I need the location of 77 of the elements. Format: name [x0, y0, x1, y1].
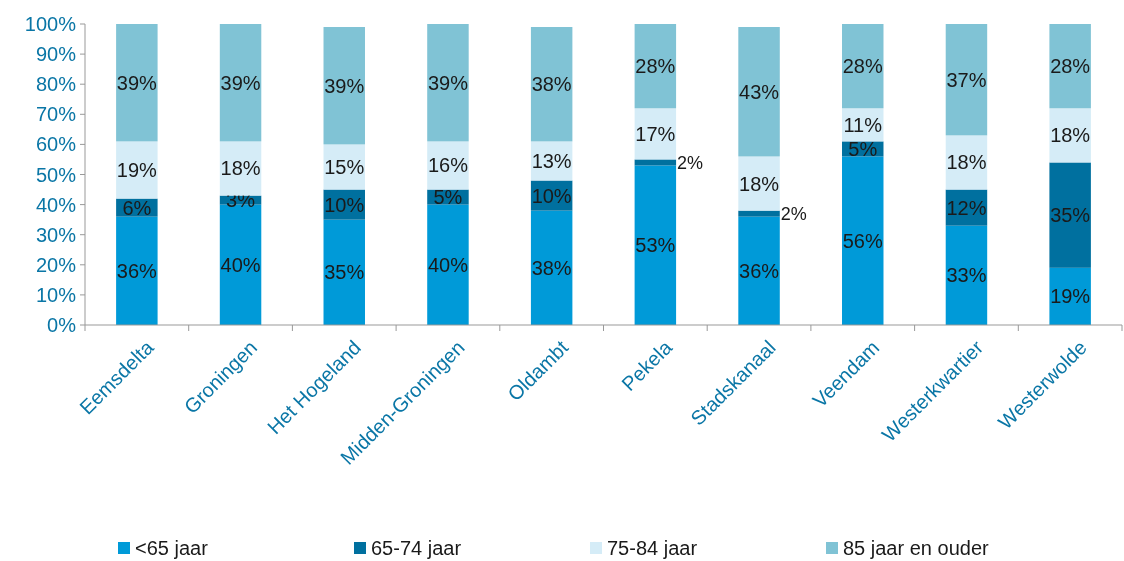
- bar: [219, 24, 262, 142]
- data-label: 28%: [842, 55, 883, 78]
- bar: [530, 27, 573, 142]
- bar: [530, 210, 573, 325]
- data-label: 56%: [842, 229, 883, 252]
- y-tick-label: 40%: [35, 193, 77, 216]
- data-label: 39%: [427, 71, 469, 94]
- data-label: 17%: [635, 122, 676, 145]
- bar: [738, 27, 780, 157]
- data-label: 39%: [220, 71, 261, 94]
- data-label: 19%: [1050, 285, 1091, 308]
- bar: [323, 27, 365, 145]
- legend-label: 75-84 jaar: [607, 537, 698, 559]
- bar: [738, 210, 780, 217]
- data-label: 10%: [531, 184, 572, 207]
- bar: [1049, 24, 1091, 109]
- bar: [116, 141, 158, 199]
- data-label: 40%: [220, 253, 261, 276]
- data-label: 33%: [946, 264, 987, 287]
- bar: [945, 225, 988, 325]
- legend-label: 85 jaar en ouder: [843, 537, 989, 559]
- data-label: 28%: [1050, 55, 1091, 78]
- data-label: 15%: [324, 155, 365, 178]
- y-tick-label: 20%: [35, 253, 77, 276]
- data-label: 37%: [946, 68, 987, 91]
- data-label: 6%: [122, 196, 152, 219]
- bar: [634, 159, 677, 166]
- bar: [116, 216, 158, 325]
- bar: [842, 24, 884, 109]
- data-label: 39%: [324, 74, 365, 97]
- bar: [116, 24, 158, 142]
- bar: [945, 24, 988, 136]
- y-tick-label: 30%: [35, 223, 77, 246]
- data-label: 11%: [843, 113, 883, 136]
- data-label: 2%: [780, 203, 807, 224]
- bar: [738, 216, 780, 325]
- y-tick-label: 50%: [35, 163, 77, 186]
- data-label: 10%: [324, 193, 365, 216]
- bar: [738, 156, 780, 211]
- bar: [634, 24, 677, 109]
- data-label: 18%: [220, 157, 261, 180]
- data-label: 12%: [946, 196, 987, 219]
- legend-label: 65-74 jaar: [371, 537, 462, 559]
- bar: [1049, 162, 1091, 268]
- bar: [323, 219, 365, 325]
- data-label: 2%: [677, 152, 704, 173]
- data-label: 5%: [848, 137, 878, 160]
- data-label: 38%: [531, 73, 572, 96]
- data-label: 5%: [433, 186, 463, 209]
- data-label: 18%: [739, 172, 780, 195]
- data-label: 19%: [116, 158, 158, 181]
- y-tick-label: 10%: [35, 283, 77, 306]
- data-label: 35%: [324, 261, 365, 284]
- bar: [427, 204, 469, 325]
- data-label: 18%: [946, 151, 987, 174]
- data-label: 13%: [531, 149, 572, 172]
- legend-label: <65 jaar: [135, 537, 209, 559]
- data-label: 40%: [427, 253, 469, 276]
- data-label: 36%: [739, 259, 780, 282]
- y-tick-label: 60%: [35, 133, 77, 156]
- y-tick-label: 100%: [24, 13, 77, 35]
- data-label: 28%: [635, 55, 676, 78]
- data-label: 16%: [427, 154, 469, 177]
- y-tick-label: 80%: [35, 73, 77, 96]
- bar: [634, 165, 677, 325]
- bar: [842, 156, 884, 325]
- data-label: 18%: [1050, 124, 1091, 147]
- y-tick-label: 0%: [47, 314, 77, 336]
- data-label: 35%: [1050, 204, 1091, 227]
- data-label: 53%: [635, 234, 676, 257]
- data-label: 36%: [116, 259, 158, 282]
- data-label: 39%: [116, 71, 158, 94]
- y-tick-label: 90%: [35, 43, 77, 66]
- y-tick-label: 70%: [35, 103, 77, 126]
- data-label: 43%: [739, 80, 780, 103]
- data-label: 38%: [531, 256, 572, 279]
- bar: [427, 24, 469, 142]
